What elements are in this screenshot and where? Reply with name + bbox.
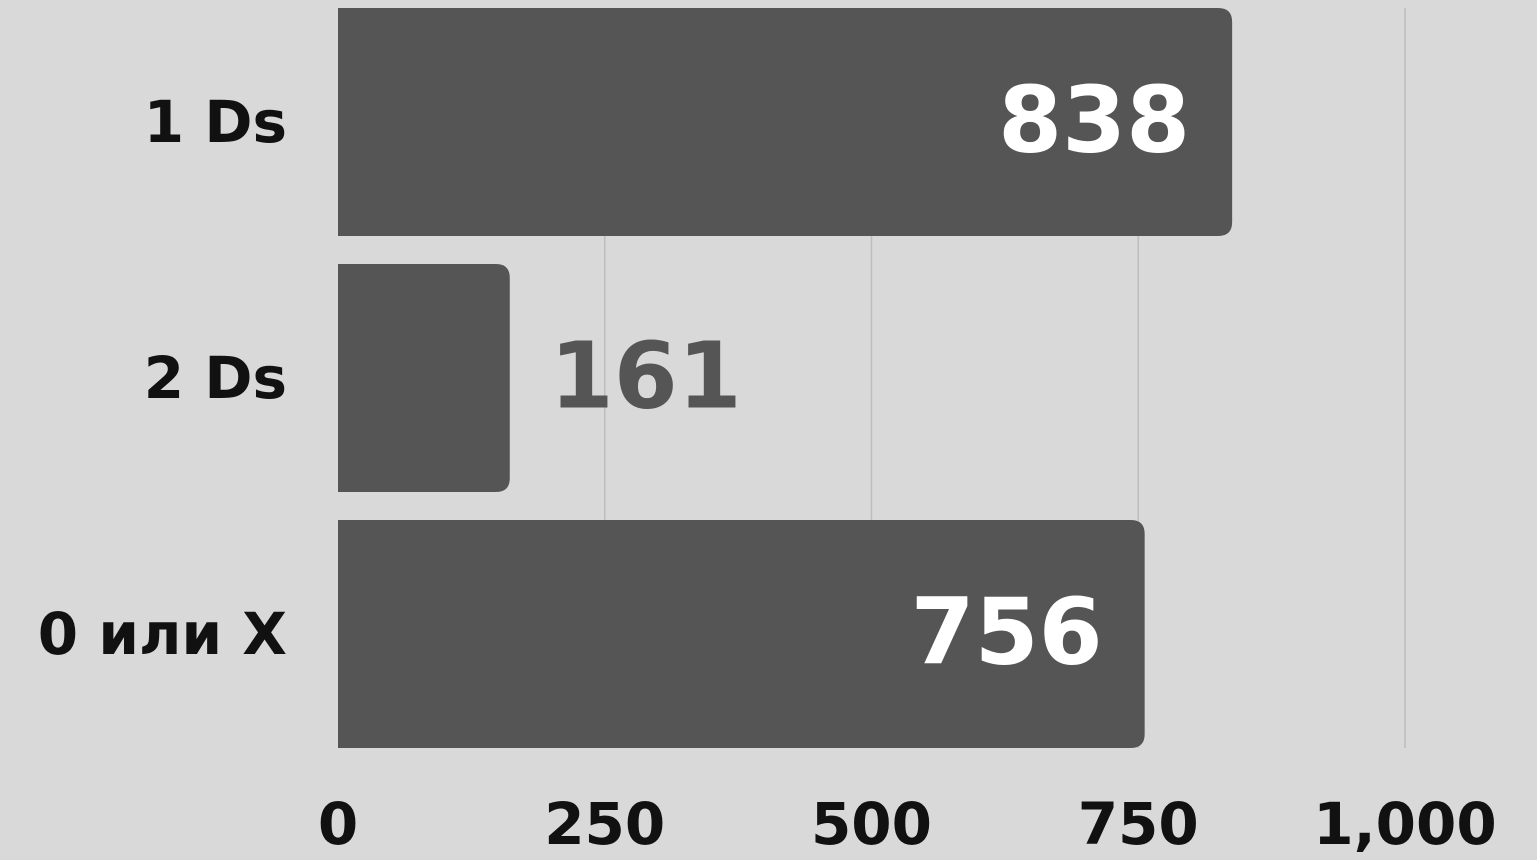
bar [338,8,1233,236]
y-tick-label: 2 Ds [144,344,287,412]
y-tick-label: 1 Ds [144,88,287,156]
y-tick-label: 0 или X [38,600,287,668]
x-tick-label: 250 [544,790,665,858]
x-tick-label: 500 [811,790,932,858]
value-label: 161 [550,322,742,429]
value-label: 756 [911,578,1103,685]
x-tick-label: 750 [1078,790,1199,858]
x-tick-label: 0 [318,790,358,858]
bar [338,520,1145,748]
bar [338,264,510,492]
value-label: 838 [998,66,1190,173]
x-tick-label: 1,000 [1313,790,1496,858]
